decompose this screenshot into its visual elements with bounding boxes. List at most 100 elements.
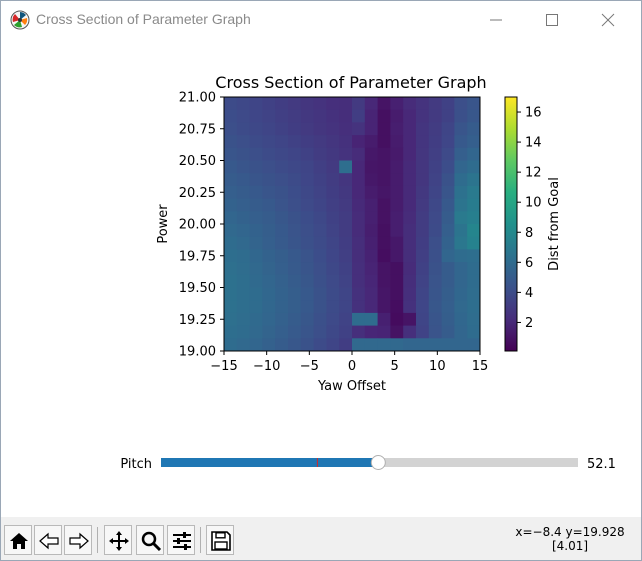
heatmap-cell bbox=[377, 338, 391, 352]
heatmap-cell bbox=[390, 236, 404, 250]
x-tick-label: −5 bbox=[300, 359, 319, 374]
heatmap-cell bbox=[467, 122, 481, 136]
heatmap-cell bbox=[454, 287, 468, 301]
heatmap-cell bbox=[236, 325, 250, 339]
title-bar[interactable]: Cross Section of Parameter Graph bbox=[1, 1, 641, 39]
heatmap-cell bbox=[352, 109, 366, 123]
heatmap-cell bbox=[236, 224, 250, 238]
heatmap-cell bbox=[339, 211, 353, 225]
heatmap-cell bbox=[326, 300, 340, 314]
close-button[interactable] bbox=[585, 1, 631, 39]
heatmap-cell bbox=[236, 198, 250, 212]
heatmap-cell bbox=[236, 236, 250, 250]
heatmap-cell bbox=[352, 224, 366, 238]
heatmap-cell bbox=[236, 274, 250, 288]
heatmap-cell bbox=[249, 249, 263, 263]
heatmap-cell bbox=[403, 312, 417, 326]
heatmap-cell bbox=[224, 122, 238, 136]
heatmap-cell bbox=[236, 109, 250, 123]
heatmap-cell bbox=[300, 147, 314, 161]
heatmap-cell bbox=[300, 97, 314, 111]
heatmap-cell bbox=[262, 185, 276, 199]
heatmap-cell bbox=[390, 262, 404, 276]
heatmap-cell bbox=[313, 173, 327, 187]
heatmap-cell bbox=[390, 300, 404, 314]
colorbar-tick-label: 2 bbox=[525, 316, 533, 331]
heatmap-cell bbox=[467, 236, 481, 250]
heatmap-cell bbox=[339, 109, 353, 123]
x-tick-label: 0 bbox=[348, 359, 356, 374]
heatmap-cell bbox=[441, 325, 455, 339]
figure-svg[interactable]: Cross Section of Parameter Graph −15 −10−… bbox=[1, 39, 641, 517]
pitch-slider[interactable]: Pitch 52.1 bbox=[120, 455, 616, 473]
heatmap-cell bbox=[275, 262, 289, 276]
heatmap-cell bbox=[428, 211, 442, 225]
heatmap-cell bbox=[467, 300, 481, 314]
heatmap-cell bbox=[236, 122, 250, 136]
heatmap-cell bbox=[288, 198, 302, 212]
heatmap-cell bbox=[364, 211, 378, 225]
configure-subplots-button[interactable] bbox=[167, 525, 195, 555]
heatmap-cell bbox=[313, 122, 327, 136]
heatmap-cell bbox=[428, 274, 442, 288]
heatmap-cell bbox=[313, 211, 327, 225]
window-title: Cross Section of Parameter Graph bbox=[36, 11, 251, 27]
heatmap-cell bbox=[249, 338, 263, 352]
x-tick-label: 5 bbox=[391, 359, 399, 374]
heatmap-cell bbox=[262, 236, 276, 250]
heatmap-cell bbox=[236, 312, 250, 326]
heatmap-cell bbox=[416, 109, 430, 123]
heatmap-cell bbox=[441, 312, 455, 326]
heatmap-cell bbox=[288, 224, 302, 238]
heatmap-cell bbox=[326, 173, 340, 187]
zoom-button[interactable] bbox=[136, 525, 164, 555]
heatmap-cell bbox=[454, 185, 468, 199]
heatmap-cell bbox=[352, 300, 366, 314]
home-button[interactable] bbox=[4, 525, 32, 555]
y-tick-label: 19.00 bbox=[179, 345, 216, 360]
heatmap-cell bbox=[326, 198, 340, 212]
heatmap-cell bbox=[288, 185, 302, 199]
heatmap-cell bbox=[275, 160, 289, 174]
figure-canvas[interactable]: Cross Section of Parameter Graph −15 −10−… bbox=[1, 39, 641, 517]
heatmap-cell bbox=[262, 147, 276, 161]
heatmap-cell bbox=[313, 109, 327, 123]
heatmap-cell bbox=[390, 147, 404, 161]
colorbar-tick-label: 12 bbox=[525, 166, 542, 181]
heatmap-cell bbox=[288, 122, 302, 136]
colorbar-tick-label: 14 bbox=[525, 136, 542, 151]
heatmap-cell bbox=[441, 224, 455, 238]
heatmap-cell bbox=[313, 135, 327, 149]
slider-handle[interactable] bbox=[370, 455, 386, 470]
heatmap-cell bbox=[313, 147, 327, 161]
maximize-button[interactable] bbox=[529, 1, 575, 39]
home-icon bbox=[10, 533, 28, 549]
heatmap-cell bbox=[428, 185, 442, 199]
heatmap-cell bbox=[467, 325, 481, 339]
heatmap-cell bbox=[236, 185, 250, 199]
heatmap-cell bbox=[364, 109, 378, 123]
heatmap-cell bbox=[275, 236, 289, 250]
pan-button[interactable] bbox=[104, 525, 132, 555]
heatmap-cell bbox=[236, 211, 250, 225]
heatmap-cell bbox=[364, 173, 378, 187]
heatmap-cell bbox=[339, 300, 353, 314]
forward-button[interactable] bbox=[64, 525, 92, 555]
heatmap-cell bbox=[428, 173, 442, 187]
heatmap-cell bbox=[249, 122, 263, 136]
heatmap-cell bbox=[262, 249, 276, 263]
heatmap-cell bbox=[224, 160, 238, 174]
x-axis: −15 −10 −5 0 5 10 15 bbox=[210, 351, 488, 374]
toolbar-separator bbox=[97, 527, 98, 553]
heatmap-cell bbox=[377, 249, 391, 263]
save-button[interactable] bbox=[206, 525, 234, 555]
back-button[interactable] bbox=[34, 525, 62, 555]
heatmap-cell bbox=[441, 249, 455, 263]
heatmap-cell bbox=[428, 135, 442, 149]
heatmap-cell bbox=[249, 198, 263, 212]
minimize-button[interactable] bbox=[473, 1, 519, 39]
heatmap-cell bbox=[326, 135, 340, 149]
matplotlib-logo-icon bbox=[10, 10, 30, 30]
heatmap-cell bbox=[416, 198, 430, 212]
heatmap-cell bbox=[300, 300, 314, 314]
